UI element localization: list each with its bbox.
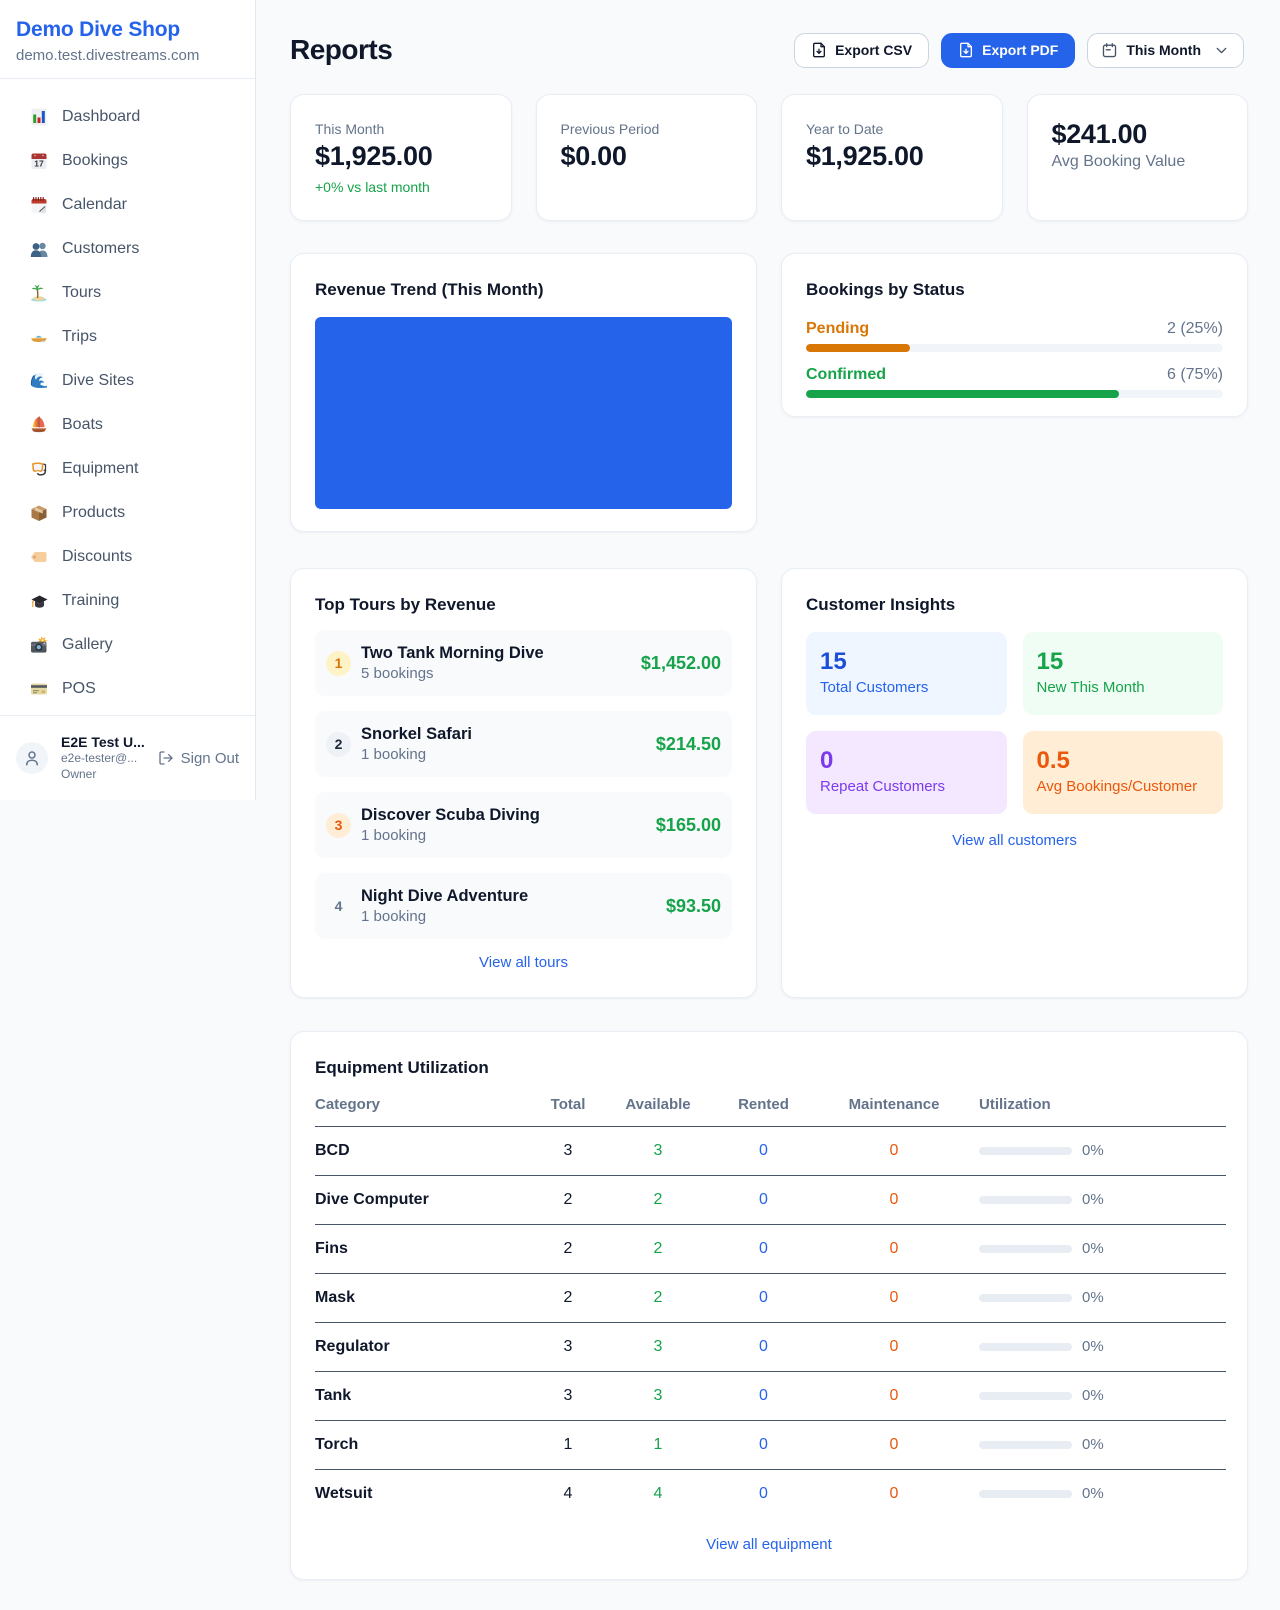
svg-text:17: 17 [34,159,44,169]
